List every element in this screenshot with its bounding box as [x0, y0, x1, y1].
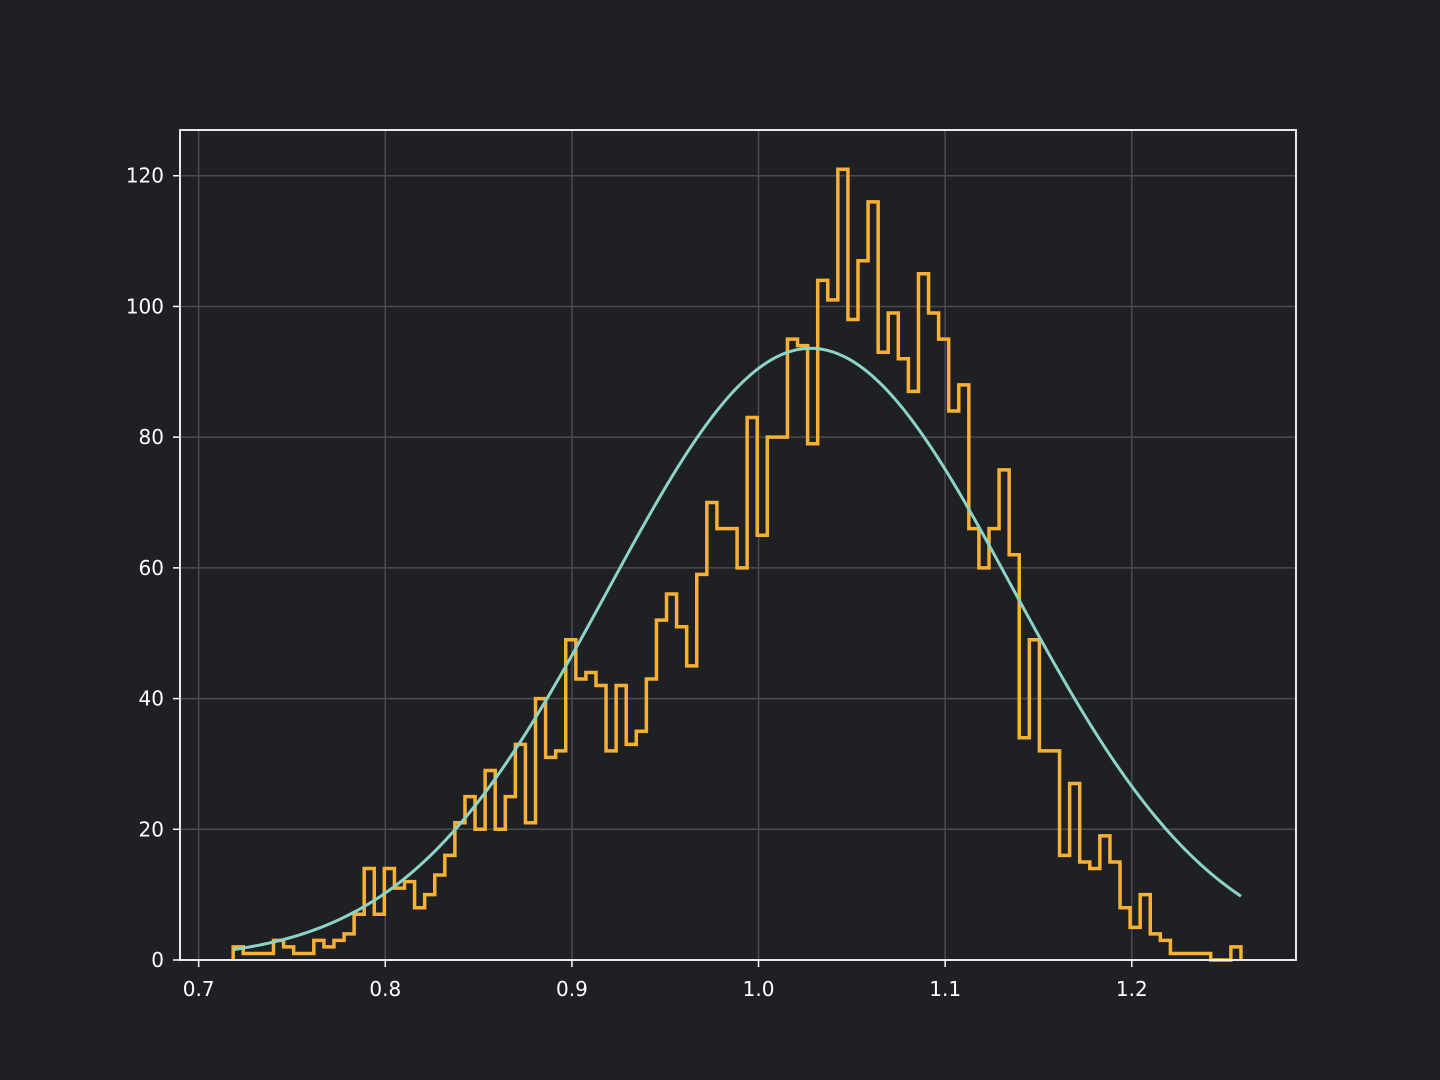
plot-area — [231, 167, 1243, 962]
y-tick-label: 80 — [139, 425, 164, 449]
axes: 0.7 0.8 0.9 1.0 1.1 1.2 0 20 40 60 80 100 120 — [126, 129, 1297, 1001]
y-tick-label: 60 — [139, 556, 164, 580]
y-tick-label: 120 — [126, 164, 164, 188]
x-tick-label: 0.8 — [369, 977, 401, 1001]
x-tick-label: 0.7 — [183, 977, 215, 1001]
x-tick-label: 0.9 — [556, 977, 588, 1001]
y-tick-label: 20 — [139, 817, 164, 841]
y-tick-label: 100 — [126, 294, 164, 318]
x-tick-label: 1.2 — [1116, 977, 1148, 1001]
plot-frame — [179, 129, 1297, 961]
gaussian-fit-curve — [232, 346, 1242, 952]
y-tick-label: 40 — [139, 687, 164, 711]
y-tick-label: 0 — [151, 948, 164, 972]
histogram-steps — [231, 167, 1243, 962]
grid — [180, 130, 1296, 961]
x-tick-label: 1.0 — [743, 977, 775, 1001]
x-tick-label: 1.1 — [929, 977, 961, 1001]
